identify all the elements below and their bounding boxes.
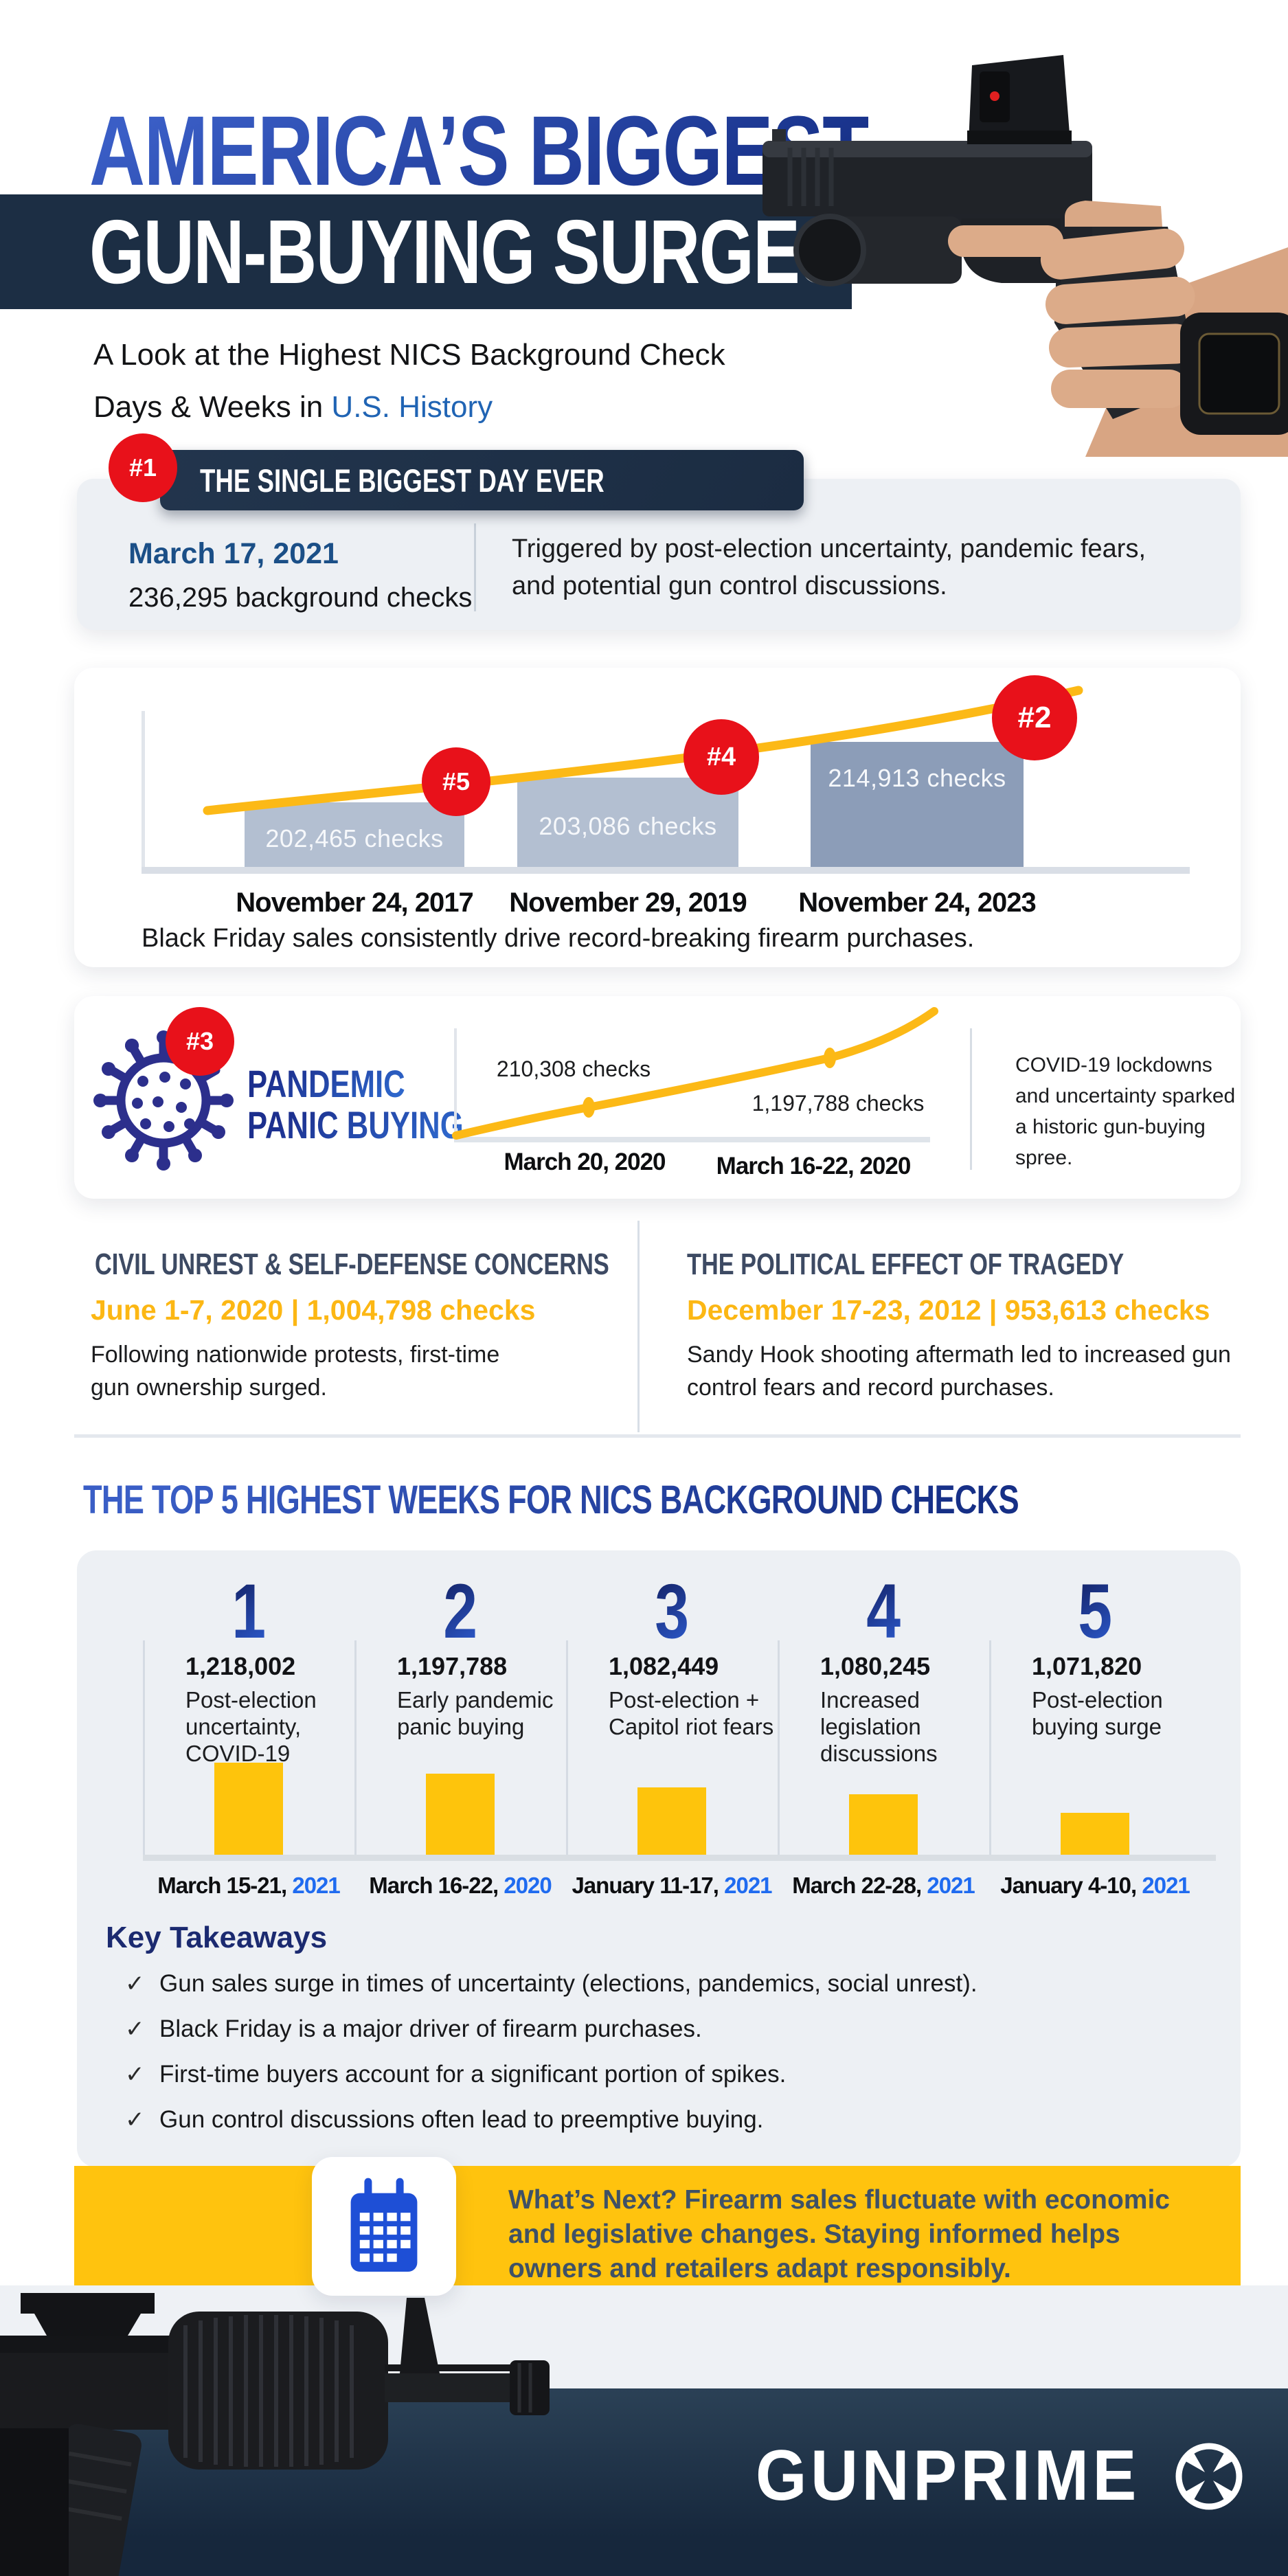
- top5-bar-3: [637, 1787, 706, 1855]
- rank-badge-5: #5: [422, 747, 490, 816]
- pandemic-note: COVID-19 lockdowns and uncertainty spark…: [1015, 1054, 1236, 1169]
- bf-bar-1: [245, 802, 464, 867]
- event1-description: Following nationwide protests, first-tim…: [91, 1342, 500, 1401]
- top5-bar-2: [426, 1774, 495, 1855]
- takeaway-item: Black Friday is a major driver of firear…: [159, 2015, 702, 2042]
- pandemic-divider: [970, 1028, 972, 1170]
- pandemic-line-chart: [452, 1007, 938, 1140]
- pandemic-date-2: March 16-22, 2020: [716, 1153, 912, 1179]
- takeaways-heading: Key Takeaways: [106, 1921, 328, 1954]
- takeaway-item: Gun control discussions often lead to pr…: [159, 2106, 764, 2133]
- top5-divider-2: [354, 1640, 357, 1855]
- event2-highlight: December 17-23, 2012 | 953,613 checks: [687, 1294, 1210, 1326]
- pandemic-date-1: March 20, 2020: [504, 1149, 666, 1175]
- subtitle-line1: A Look at the Highest NICS Background Ch…: [93, 338, 725, 372]
- rank-badge-4: #4: [683, 719, 759, 795]
- biggest-day-date: March 17, 2021: [128, 537, 339, 570]
- main-title-line2: GUN-BUYING SURGES: [89, 201, 846, 302]
- check-icon: ✓: [125, 2061, 145, 2088]
- check-icon: ✓: [125, 2016, 145, 2042]
- whats-next-text: What’s Next? Firearm sales fluctuate wit…: [508, 2185, 1170, 2283]
- event2-description: Sandy Hook shooting aftermath led to inc…: [687, 1342, 1231, 1401]
- brand-reticle-icon: [1175, 2443, 1243, 2509]
- subtitle-accent: U.S. History: [331, 390, 493, 424]
- top5-rank-4: 4: [866, 1568, 901, 1654]
- calendar-icon: [350, 2178, 418, 2272]
- check-icon: ✓: [125, 2107, 145, 2133]
- top5-desc-2: Early pandemic panic buying: [397, 1687, 554, 1739]
- event2-title: THE POLITICAL EFFECT OF TRAGEDY: [687, 1247, 1125, 1281]
- takeaway-item: First-time buyers account for a signific…: [159, 2061, 787, 2088]
- pandemic-point2-label: 1,197,788 checks: [752, 1091, 925, 1116]
- top5-bar-1: [214, 1763, 283, 1855]
- virus-icon: [93, 1030, 234, 1171]
- bf-y-axis: [142, 711, 145, 874]
- brand-wordmark: GUNPRIME: [756, 2436, 1140, 2516]
- top5-desc-3: Post-election + Capitol riot fears: [609, 1687, 774, 1739]
- top5-baseline: [143, 1855, 1216, 1861]
- top5-desc-1: Post-election uncertainty, COVID-19: [185, 1687, 317, 1766]
- bf-caption: Black Friday sales consistently drive re…: [142, 924, 975, 953]
- bf-trend-line: [203, 686, 1083, 815]
- bf-date-3: November 24, 2023: [798, 888, 1036, 918]
- top5-divider-4: [778, 1640, 780, 1855]
- top5-rank-2: 2: [443, 1568, 477, 1654]
- top5-bar-5: [1061, 1813, 1129, 1855]
- events-bottom-rule: [74, 1434, 1241, 1438]
- rank-badge-2: #2: [992, 675, 1077, 760]
- event1-highlight: June 1-7, 2020 | 1,004,798 checks: [91, 1294, 536, 1326]
- check-icon: ✓: [125, 1971, 145, 1997]
- bf-bar-label-2: 203,086 checks: [539, 812, 717, 840]
- top5-rank-3: 3: [655, 1568, 689, 1654]
- biggest-day-description: Triggered by post-election uncertainty, …: [512, 534, 1146, 600]
- rank-badge-3: #3: [166, 1007, 234, 1076]
- top5-value-2: 1,197,788: [397, 1652, 508, 1680]
- top5-desc-4: Increased legislation discussions: [820, 1687, 938, 1766]
- top5-rank-1: 1: [231, 1568, 266, 1654]
- main-title-line1: AMERICA’S BIGGEST: [89, 95, 870, 206]
- top5-value-3: 1,082,449: [609, 1652, 719, 1680]
- bf-bar-3: [811, 742, 1024, 867]
- brand-logo: GUNPRIME: [756, 2435, 1249, 2517]
- top5-date-2: March 16-22, 2020: [369, 1873, 552, 1898]
- bf-bar-label-3: 214,913 checks: [828, 764, 1006, 792]
- event1-title: CIVIL UNREST & SELF-DEFENSE CONCERNS: [95, 1247, 609, 1281]
- events-divider: [637, 1221, 640, 1432]
- rank-badge-1: #1: [109, 433, 177, 502]
- pistol-photo: [762, 55, 1288, 457]
- bf-date-2: November 29, 2019: [509, 888, 747, 918]
- pandemic-title: PANDEMIC PANIC BUYING: [247, 1062, 464, 1146]
- pandemic-y-axis: [454, 1028, 457, 1139]
- takeaway-item: Gun sales surge in times of uncertainty …: [159, 1970, 978, 1997]
- subtitle-line2: Days & Weeks in U.S. History: [93, 390, 493, 424]
- bf-bar-2: [517, 778, 738, 867]
- top5-divider-5: [989, 1640, 991, 1855]
- top5-divider-3: [566, 1640, 568, 1855]
- bf-baseline: [142, 867, 1190, 874]
- rifle-photo: [0, 2293, 550, 2576]
- pandemic-baseline: [454, 1137, 930, 1142]
- top5-date-5: January 4-10, 2021: [1000, 1873, 1190, 1898]
- biggest-day-value: 236,295 background checks: [128, 583, 473, 613]
- top5-rank-5: 5: [1078, 1568, 1112, 1654]
- bf-bar-label-1: 202,465 checks: [265, 824, 444, 852]
- top5-bar-4: [849, 1794, 918, 1855]
- bf-date-1: November 24, 2017: [236, 888, 473, 918]
- top5-value-1: 1,218,002: [185, 1652, 296, 1680]
- top5-date-3: January 11-17, 2021: [572, 1873, 772, 1898]
- top5-divider-1: [143, 1640, 145, 1855]
- biggest-day-divider: [474, 523, 476, 611]
- top5-value-5: 1,071,820: [1032, 1652, 1142, 1680]
- top5-desc-5: Post-election buying surge: [1032, 1687, 1163, 1739]
- pandemic-point1-label: 210,308 checks: [496, 1057, 651, 1081]
- top5-heading: THE TOP 5 HIGHEST WEEKS FOR NICS BACKGRO…: [83, 1478, 1019, 1522]
- top5-date-4: March 22-28, 2021: [792, 1873, 975, 1898]
- header-navy-band: [0, 194, 852, 309]
- biggest-day-banner: THE SINGLE BIGGEST DAY EVER: [160, 450, 804, 510]
- whats-next-banner: [74, 2166, 1241, 2285]
- top5-value-4: 1,080,245: [820, 1652, 931, 1680]
- top5-date-1: March 15-21, 2021: [157, 1873, 341, 1898]
